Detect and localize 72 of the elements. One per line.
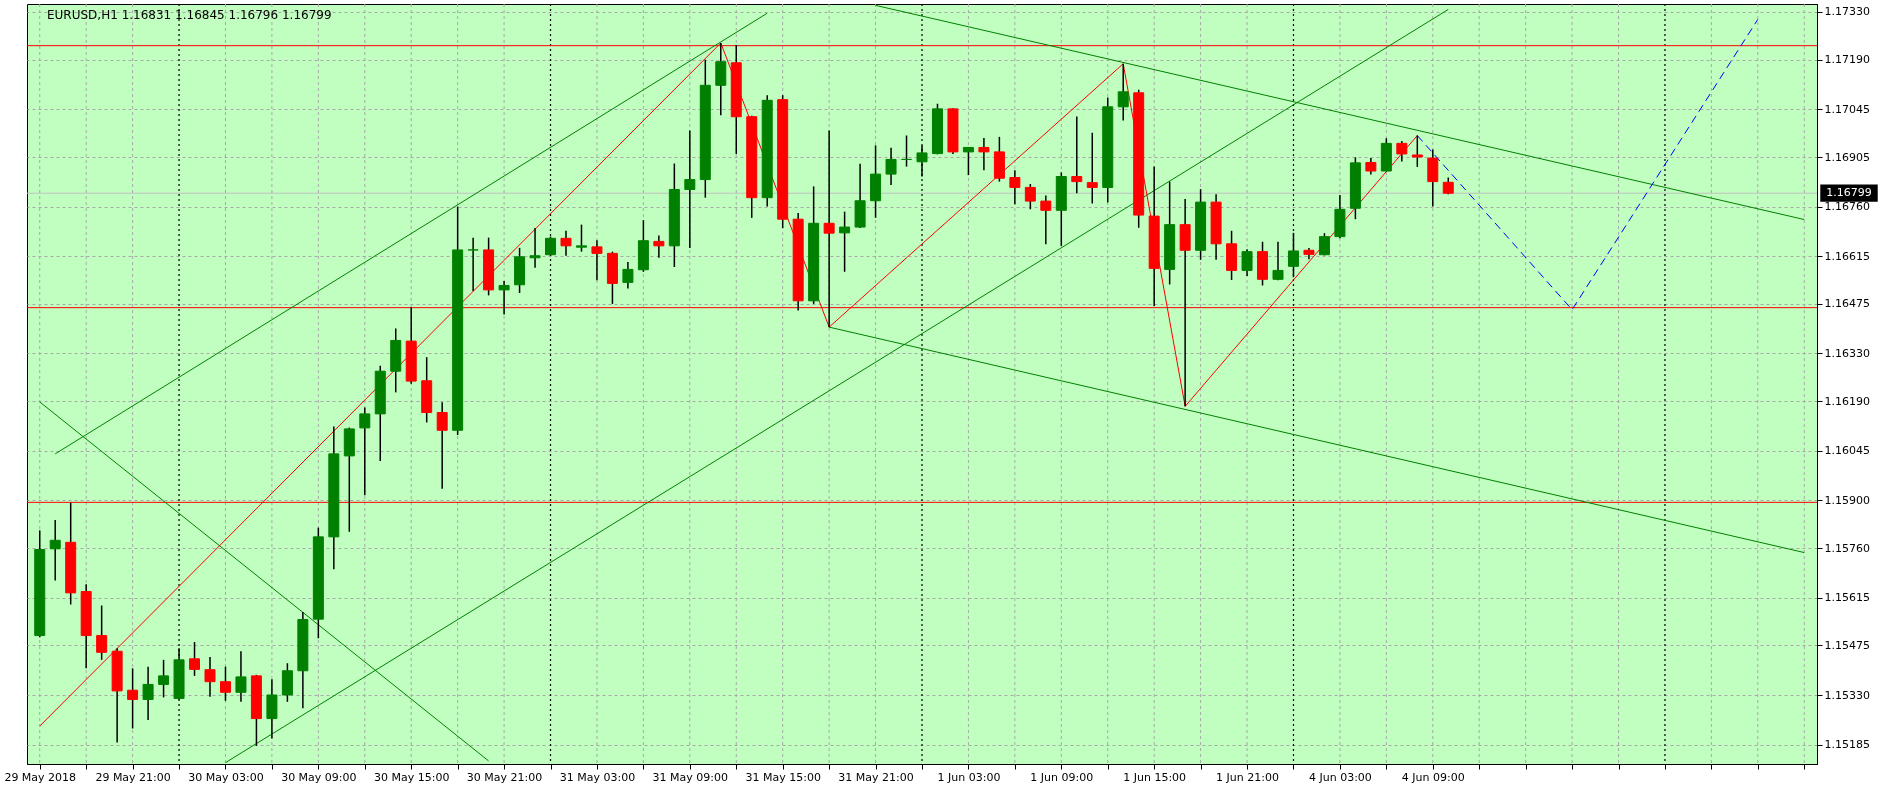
y-tick-label: 1.16760	[1824, 200, 1870, 214]
candlestick	[1396, 140, 1408, 163]
y-tick-label: 1.15615	[1824, 591, 1870, 605]
candlestick	[1427, 148, 1439, 208]
candlestick	[901, 134, 913, 168]
candlestick	[1117, 63, 1129, 122]
candlestick	[885, 147, 897, 186]
candlestick	[219, 665, 231, 702]
candlestick	[127, 667, 139, 730]
candlestick	[1241, 248, 1253, 277]
y-tick-label: 1.17045	[1824, 102, 1870, 116]
candlestick	[1086, 132, 1098, 205]
x-tick-label: 1 Jun 21:00	[1216, 770, 1279, 784]
x-tick-label: 1 Jun 03:00	[937, 770, 1001, 784]
candlestick	[529, 227, 541, 269]
candlestick	[1024, 183, 1036, 211]
candlestick	[575, 223, 587, 253]
y-tick-label: 1.16905	[1824, 150, 1870, 164]
y-tick-label: 1.16045	[1824, 444, 1870, 458]
candlestick	[1040, 194, 1052, 245]
candlestick	[591, 239, 603, 282]
candlestick	[436, 401, 448, 490]
y-tick-label: 1.17330	[1824, 5, 1870, 19]
x-tick-label: 29 May 2018	[4, 770, 77, 784]
candlestick	[204, 656, 216, 698]
x-tick-label: 4 Jun 03:00	[1308, 770, 1372, 784]
candlestick	[359, 406, 371, 496]
x-tick-label: 30 May 21:00	[466, 770, 543, 784]
candlestick	[978, 137, 990, 172]
candlestick	[498, 280, 510, 316]
y-tick-label: 1.16330	[1824, 346, 1870, 360]
candlestick	[715, 42, 727, 117]
x-tick-label: 1 Jun 09:00	[1030, 770, 1094, 784]
candlestick	[1287, 232, 1299, 279]
y-tick-label: 1.15185	[1824, 738, 1870, 752]
candlestick	[266, 678, 278, 740]
candlestick	[622, 261, 634, 290]
x-tick-label: 30 May 09:00	[281, 770, 357, 784]
chart-title: EURUSD,H1 1.16831 1.16845 1.16796 1.16799	[47, 8, 332, 22]
x-tick-label: 29 May 21:00	[95, 770, 171, 784]
candlestick	[158, 659, 170, 699]
x-tick-label: 4 Jun 09:00	[1401, 770, 1465, 784]
y-tick-label: 1.15475	[1824, 638, 1870, 652]
candlestick	[96, 604, 108, 661]
candlestick	[467, 236, 479, 292]
x-tick-label: 31 May 03:00	[559, 770, 636, 784]
candlestick	[839, 210, 851, 273]
x-tick-label: 31 May 15:00	[745, 770, 821, 784]
y-tick-label: 1.16190	[1824, 394, 1870, 408]
candlestick	[962, 146, 974, 176]
candlestick	[684, 129, 696, 249]
candlestick	[653, 234, 665, 259]
x-tick-label: 30 May 03:00	[188, 770, 264, 784]
y-tick-label: 1.15760	[1824, 541, 1870, 555]
x-tick-label: 31 May 21:00	[838, 770, 914, 784]
x-tick-label: 30 May 15:00	[374, 770, 450, 784]
x-tick-label: 1 Jun 15:00	[1123, 770, 1187, 784]
candlestick	[1272, 240, 1284, 282]
candlestick	[235, 650, 247, 703]
candlestick	[49, 519, 61, 582]
y-tick-label: 1.15900	[1824, 493, 1870, 507]
candlestick	[560, 230, 572, 257]
ref-line-label: 1.16799	[1826, 186, 1872, 200]
candlestick	[142, 665, 154, 721]
y-tick-label: 1.16475	[1824, 297, 1870, 311]
y-tick-label: 1.16615	[1824, 249, 1870, 263]
y-tick-label: 1.15330	[1824, 688, 1870, 702]
candlestick	[189, 641, 201, 677]
y-tick-label: 1.17190	[1824, 53, 1870, 67]
x-tick-label: 31 May 09:00	[652, 770, 729, 784]
candlestick	[1009, 169, 1021, 205]
candlestick	[1071, 115, 1083, 194]
